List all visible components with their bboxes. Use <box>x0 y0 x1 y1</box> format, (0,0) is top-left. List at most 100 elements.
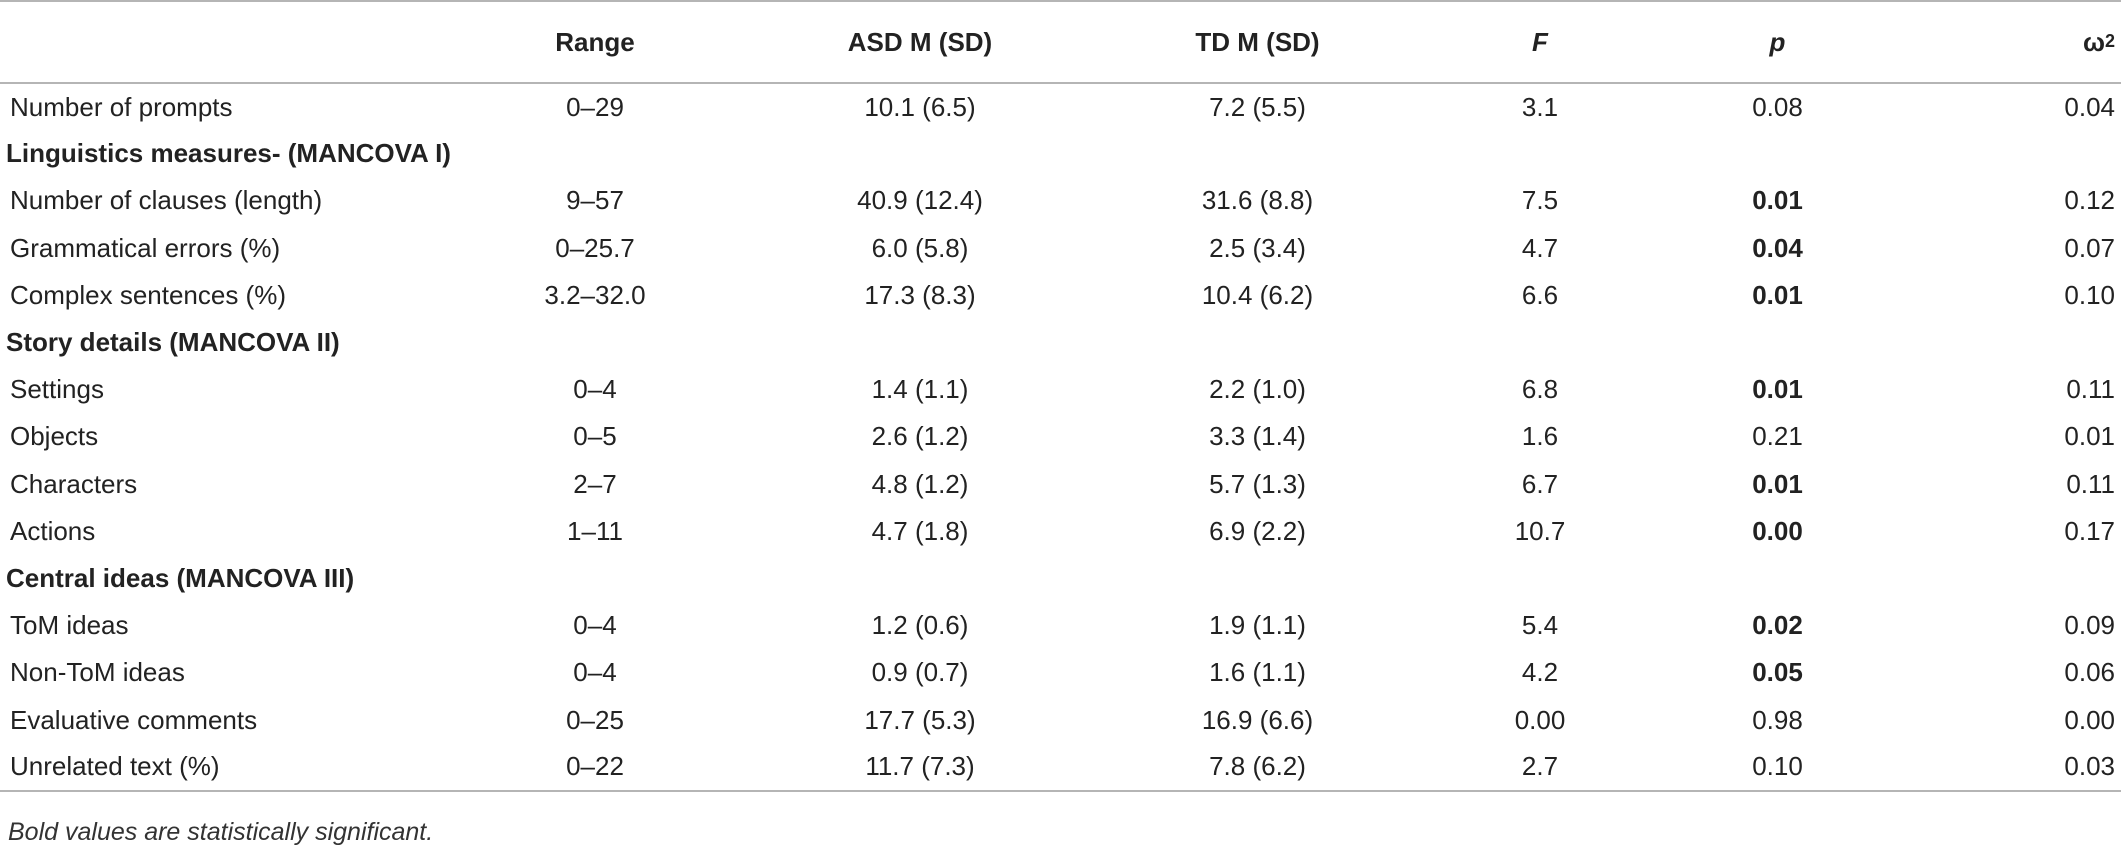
omega-squared-cell: 0.07 <box>2064 232 2115 263</box>
td-cell: 16.9 (6.6) <box>1201 704 1314 735</box>
asd-cell: 40.9 (12.4) <box>857 185 983 216</box>
table-row: ToM ideas 0–4 1.2 (0.6) 1.9 (1.1) 5.4 0.02 0.0… <box>0 602 2121 649</box>
table-header: Range ASD M (SD) TD M (SD) F p ω2 <box>0 0 2121 84</box>
td-cell: 5.7 (1.3) <box>1209 468 1306 499</box>
header-f: F <box>1425 0 1655 84</box>
omega-squared-cell: 0.01 <box>2064 421 2115 452</box>
p-cell: 0.01 <box>1752 374 1803 405</box>
f-cell: 0.00 <box>1514 704 1566 735</box>
table-body: Number of prompts 0–29 10.1 (6.5) 7.2 (5.5)… <box>0 83 2121 792</box>
omega-superscript: 2 <box>2104 30 2115 51</box>
td-cell: 1.6 (1.1) <box>1209 657 1306 688</box>
range-cell: 0–5 <box>573 421 617 452</box>
table-row: Number of clauses (length) 9–57 40.9 (12.4… <box>0 177 2121 224</box>
f-cell: 1.6 <box>1521 421 1559 452</box>
row-label: Grammatical errors (%) <box>10 232 281 263</box>
section-label: Central ideas (MANCOVA III) <box>6 562 355 593</box>
f-cell: 6.7 <box>1521 468 1559 499</box>
td-cell: 2.5 (3.4) <box>1209 232 1306 263</box>
p-cell: 0.01 <box>1752 279 1803 310</box>
section-label: Linguistics measures- (MANCOVA I) <box>6 138 451 169</box>
td-cell: 2.2 (1.0) <box>1209 374 1306 405</box>
p-cell: 0.04 <box>1752 232 1803 263</box>
p-cell: 0.00 <box>1752 515 1803 546</box>
p-cell: 0.02 <box>1752 610 1803 641</box>
table-row: Actions 1–11 4.7 (1.8) 6.9 (2.2) 10.7 0.00 0.1… <box>0 508 2121 555</box>
asd-cell: 2.6 (1.2) <box>871 421 969 452</box>
row-label: Actions <box>10 515 96 546</box>
table-row: Objects 0–5 2.6 (1.2) 3.3 (1.4) 1.6 0.21 0.01 <box>0 413 2121 460</box>
td-cell: 3.3 (1.4) <box>1209 421 1306 452</box>
table-row: Non-ToM ideas 0–4 0.9 (0.7) 1.6 (1.1) 4.2 0.0… <box>0 649 2121 696</box>
omega-squared-cell: 0.04 <box>2064 91 2115 122</box>
section-label: Story details (MANCOVA II) <box>6 327 340 358</box>
td-cell: 1.9 (1.1) <box>1209 610 1306 641</box>
table-row: Settings 0–4 1.4 (1.1) 2.2 (1.0) 6.8 0.01 0.11 <box>0 366 2121 413</box>
table-row: Grammatical errors (%) 0–25.7 6.0 (5.8) 2.5… <box>0 225 2121 272</box>
omega-squared-cell: 0.17 <box>2064 515 2115 546</box>
td-cell: 6.9 (2.2) <box>1209 515 1306 546</box>
td-cell: 31.6 (8.8) <box>1201 185 1314 216</box>
header-range: Range <box>440 0 750 84</box>
table-row: Evaluative comments 0–25 17.7 (5.3) 16.9 (6… <box>0 696 2121 743</box>
header-omega-squared: ω2 <box>1900 0 2121 84</box>
asd-cell: 1.2 (0.6) <box>871 610 969 641</box>
range-cell: 0–4 <box>573 610 617 641</box>
row-label: Unrelated text (%) <box>0 743 440 792</box>
row-label: Non-ToM ideas <box>10 657 185 688</box>
asd-cell: 1.4 (1.1) <box>871 374 969 405</box>
range-cell: 3.2–32.0 <box>544 279 646 310</box>
row-label: Objects <box>10 421 99 452</box>
header-asd: ASD M (SD) <box>750 0 1090 84</box>
range-cell: 0–29 <box>566 91 624 122</box>
table-row: Unrelated text (%) 0–22 11.7 (7.3) 7.8 (6.2… <box>0 743 2121 792</box>
header-measure <box>0 0 440 84</box>
range-cell: 9–57 <box>566 185 624 216</box>
row-label: Number of clauses (length) <box>10 185 323 216</box>
td-cell: 10.4 (6.2) <box>1201 279 1314 310</box>
table-note: Bold values are statistically significan… <box>8 818 434 846</box>
row-label: Settings <box>10 374 104 405</box>
omega-squared-cell: 0.06 <box>2064 657 2115 688</box>
range-cell: 0–25.7 <box>555 232 635 263</box>
f-cell: 4.7 <box>1521 232 1559 263</box>
omega-squared-cell: 0.11 <box>2066 374 2115 405</box>
td-cell: 7.8 (6.2) <box>1090 743 1425 792</box>
omega-squared-cell: 0.03 <box>1900 743 2121 792</box>
row-label: ToM ideas <box>10 610 129 641</box>
asd-cell: 17.7 (5.3) <box>864 704 976 735</box>
row-label: Evaluative comments <box>10 704 258 735</box>
omega-squared-cell: 0.12 <box>2064 185 2115 216</box>
omega-squared-cell: 0.09 <box>2064 610 2115 641</box>
header-row: Range ASD M (SD) TD M (SD) F p ω2 <box>0 0 2121 84</box>
range-cell: 0–4 <box>573 374 617 405</box>
p-cell: 0.05 <box>1752 657 1803 688</box>
table-row: Characters 2–7 4.8 (1.2) 5.7 (1.3) 6.7 0.01 0.… <box>0 461 2121 508</box>
f-cell: 10.7 <box>1514 515 1566 546</box>
p-cell: 0.98 <box>1752 704 1803 735</box>
asd-cell: 10.1 (6.5) <box>864 91 976 122</box>
range-cell: 1–11 <box>567 515 623 546</box>
omega-symbol: ω <box>2083 26 2105 57</box>
f-cell: 5.4 <box>1521 610 1559 641</box>
asd-cell: 4.7 (1.8) <box>871 515 969 546</box>
row-label: Number of prompts <box>10 91 233 122</box>
asd-cell: 6.0 (5.8) <box>871 232 969 263</box>
p-cell: 0.10 <box>1655 743 1900 792</box>
f-cell: 3.1 <box>1521 91 1559 122</box>
asd-cell: 17.3 (8.3) <box>864 279 976 310</box>
header-p: p <box>1655 0 1900 84</box>
asd-cell: 4.8 (1.2) <box>871 468 969 499</box>
row-label: Characters <box>10 468 138 499</box>
section-row: Central ideas (MANCOVA III) <box>0 555 2121 602</box>
f-cell: 7.5 <box>1521 185 1559 216</box>
table-row: Complex sentences (%) 3.2–32.0 17.3 (8.3) 1… <box>0 272 2121 319</box>
p-cell: 0.01 <box>1752 468 1803 499</box>
f-cell: 4.2 <box>1521 657 1559 688</box>
section-row: Linguistics measures- (MANCOVA I) <box>0 130 2121 177</box>
f-cell: 2.7 <box>1425 743 1655 792</box>
asd-cell: 0.9 (0.7) <box>871 657 969 688</box>
header-td: TD M (SD) <box>1090 0 1425 84</box>
p-cell: 0.21 <box>1752 421 1803 452</box>
